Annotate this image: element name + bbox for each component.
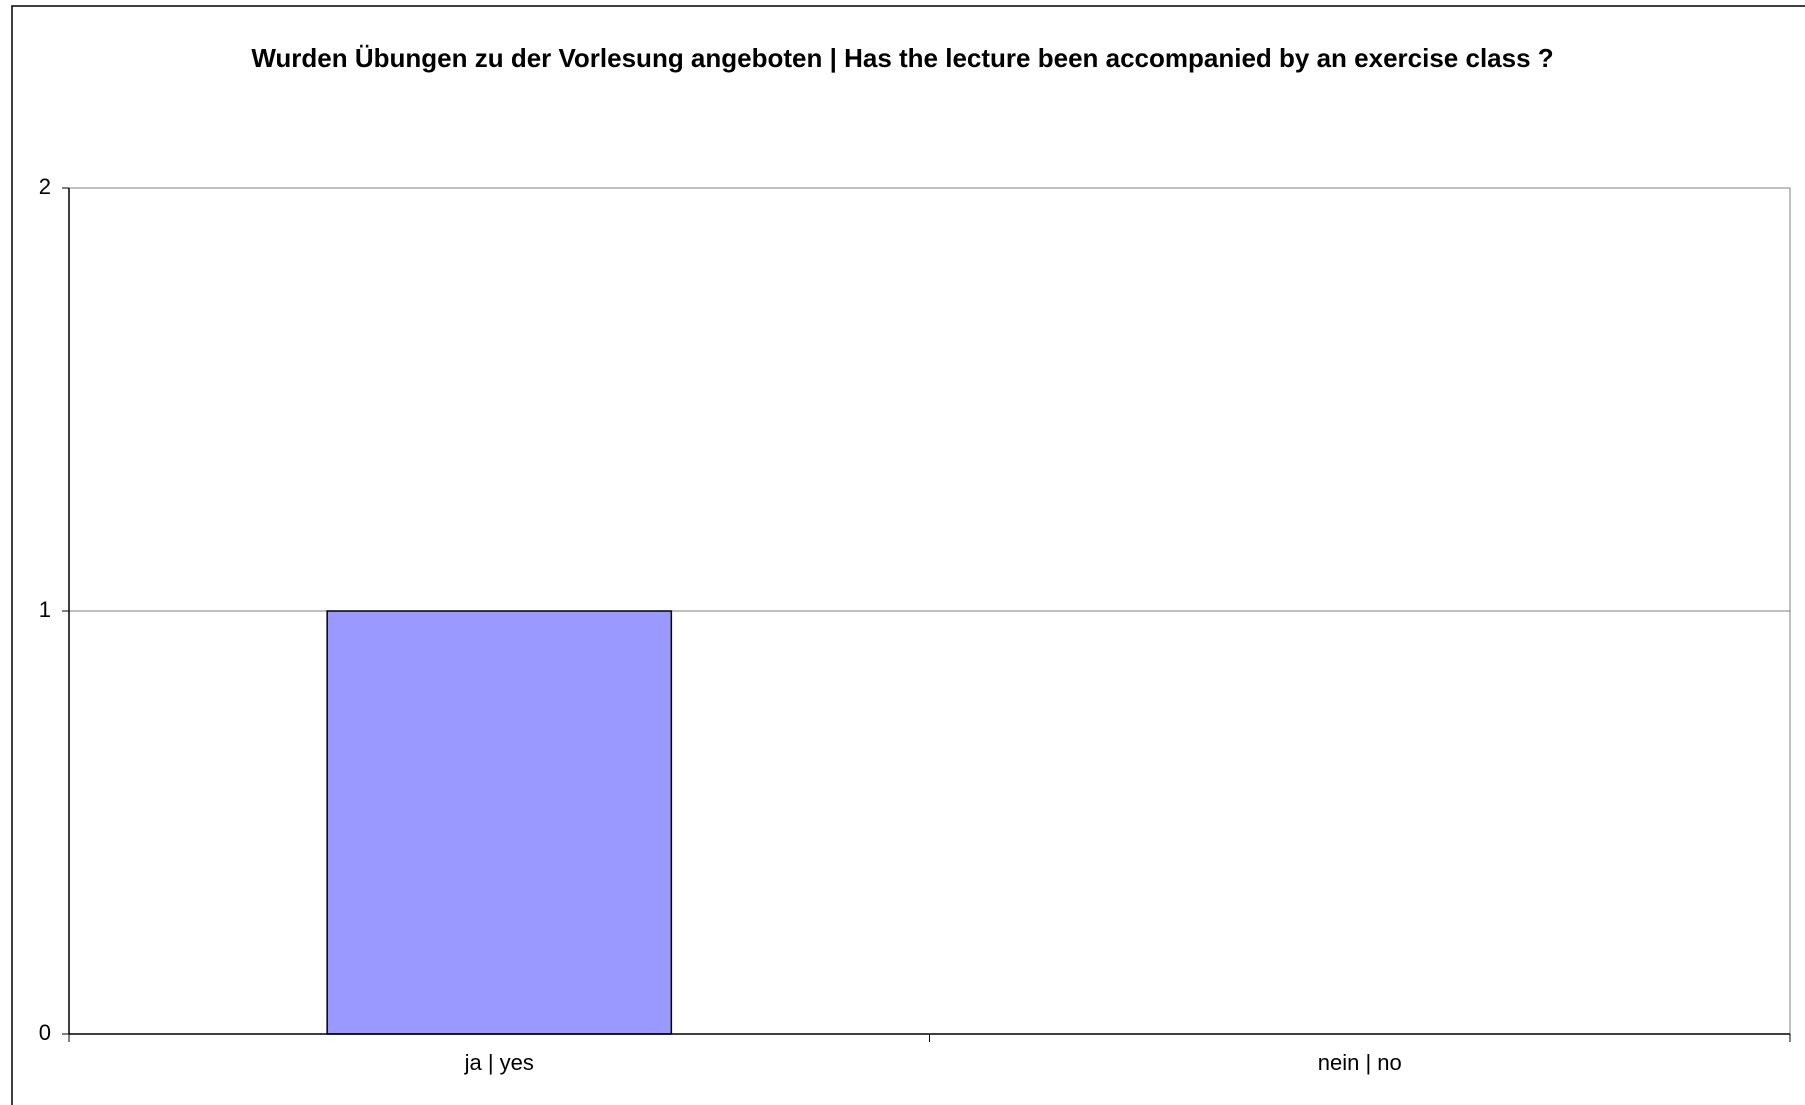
bar [326, 610, 673, 1035]
chart-title: Wurden Übungen zu der Vorlesung angebote… [251, 43, 1554, 73]
y-tick-label: 1 [39, 597, 51, 622]
y-tick-label: 0 [39, 1020, 51, 1045]
x-tick-label: ja | yes [464, 1050, 534, 1075]
x-tick-label: nein | no [1318, 1050, 1402, 1075]
y-tick-label: 2 [39, 174, 51, 199]
chart-border [11, 5, 1805, 1105]
